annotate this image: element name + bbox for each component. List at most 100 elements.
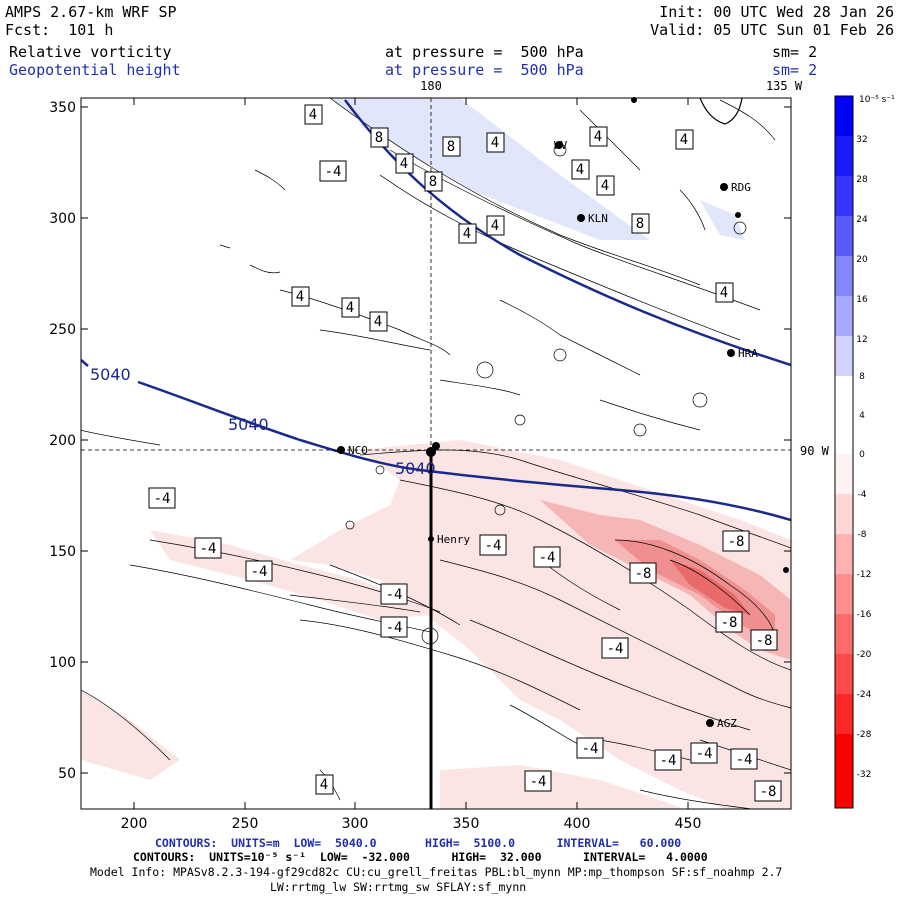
svg-text:-8: -8: [760, 784, 777, 800]
svg-text:8: 8: [375, 130, 383, 146]
vort-label-positive: 4: [715, 282, 734, 303]
svg-text:-8: -8: [721, 615, 738, 631]
station-marker: [783, 567, 789, 573]
y-axis-ticks: [81, 106, 791, 774]
vort-label-positive: 4: [369, 311, 388, 332]
station-agz: AGZ: [706, 717, 737, 730]
svg-text:8: 8: [447, 139, 455, 155]
height-contour-west-stub: [81, 359, 89, 367]
svg-text:4: 4: [576, 162, 584, 178]
svg-text:12: 12: [856, 335, 867, 345]
stations: RDG KLN HRA NCO Henry AGZ WV: [337, 97, 789, 730]
svg-text:-8: -8: [756, 633, 773, 649]
svg-text:-4: -4: [696, 746, 713, 762]
height-label-5040: 5040: [228, 415, 269, 434]
model-info: Model Info: MPASv8.2.3-194-gf29cd82c CU:…: [90, 865, 783, 879]
svg-text:-4: -4: [200, 541, 217, 557]
svg-text:AGZ: AGZ: [717, 717, 737, 730]
svg-text:4: 4: [491, 135, 499, 151]
svg-text:4: 4: [491, 218, 499, 234]
vort-label-negative: -4: [380, 583, 408, 605]
vort-label-negative: -4: [576, 737, 604, 759]
coastline: [699, 97, 743, 125]
vort-label-negative: -4: [524, 770, 552, 792]
x-tick-label: 200: [121, 816, 148, 832]
vort-label-negative: -4: [148, 487, 176, 509]
negative-vorticity-region: [81, 690, 180, 780]
vort-label-negative: -4: [533, 546, 561, 568]
svg-text:-20: -20: [857, 650, 872, 660]
vort-label-negative: -4: [245, 560, 273, 582]
field-vorticity-label: Relative vorticity: [9, 43, 172, 61]
station-rdg: RDG: [720, 181, 751, 194]
smoothing-vorticity: sm= 2: [772, 43, 818, 61]
ref-label-90w: 90 W: [800, 444, 830, 458]
vort-label-negative: -4: [690, 742, 718, 764]
svg-text:4: 4: [346, 300, 354, 316]
svg-text:KLN: KLN: [588, 212, 608, 225]
station-marker: [735, 212, 741, 218]
vort-label-positive: 8: [631, 213, 650, 234]
valid-time: Valid: 05 UTC Sun 01 Feb 26: [650, 21, 894, 39]
svg-text:-28: -28: [857, 730, 872, 740]
model-title: AMPS 2.67-km WRF SP: [5, 3, 177, 21]
vort-label-positive: 8: [370, 127, 389, 148]
x-tick-label: 350: [453, 816, 480, 832]
vort-label-negative: -8: [722, 530, 750, 552]
field-height-label: Geopotential height: [9, 61, 181, 79]
station-wv: WV: [554, 139, 568, 152]
svg-text:-4: -4: [251, 564, 268, 580]
vort-label-negative: -4: [380, 616, 408, 638]
negative-vorticity-region: [670, 560, 750, 615]
y-tick-label: 350: [49, 100, 76, 116]
station-nco: NCO: [337, 444, 368, 457]
svg-text:4: 4: [680, 132, 688, 148]
colorbar-ticks: 32 28 24 20 16 12 8 4 0 -4 -8 -12 -16 -2…: [856, 135, 871, 780]
svg-text:-4: -4: [485, 538, 502, 554]
vort-label-positive: 4: [486, 132, 505, 153]
positive-vorticity-region: [700, 200, 745, 240]
svg-text:4: 4: [601, 178, 609, 194]
svg-text:8: 8: [859, 372, 865, 382]
x-tick-label: 450: [675, 816, 702, 832]
y-tick-label: 50: [58, 766, 76, 782]
vort-label-positive: 4: [486, 215, 505, 236]
vort-label-positive: 4: [291, 286, 310, 307]
station-kln: KLN: [577, 212, 608, 225]
vorticity-contour-info: CONTOURS: UNITS=10⁻⁵ s⁻¹ LOW= -32.000 HI…: [133, 850, 708, 864]
svg-text:-4: -4: [660, 753, 677, 769]
svg-text:4: 4: [400, 156, 408, 172]
svg-text:4: 4: [720, 285, 728, 301]
y-tick-label: 150: [49, 544, 76, 560]
svg-text:WV: WV: [554, 139, 568, 152]
svg-text:8: 8: [636, 216, 644, 232]
vort-label-positive: 8: [424, 171, 443, 192]
shaded-vorticity: [81, 98, 791, 809]
vort-label-negative: -8: [750, 629, 778, 651]
negative-vorticity-region: [440, 765, 684, 809]
y-tick-label: 300: [49, 211, 76, 227]
vort-label-negative: -4: [601, 637, 629, 659]
svg-text:28: 28: [856, 175, 868, 185]
svg-text:20: 20: [856, 255, 868, 265]
plot-frame: [80, 97, 792, 810]
svg-text:4: 4: [309, 107, 317, 123]
svg-text:Henry: Henry: [437, 533, 470, 546]
colorbar-unit: 10⁻⁵ s⁻¹: [859, 95, 895, 105]
svg-text:NCO: NCO: [348, 444, 368, 457]
svg-text:24: 24: [856, 215, 868, 225]
svg-text:4: 4: [594, 129, 602, 145]
vort-label-negative: -8: [754, 780, 782, 802]
x-tick-label: 400: [564, 816, 591, 832]
vort-label-negative: -4: [319, 160, 347, 182]
height-label-5040: 5040: [90, 365, 131, 384]
vort-label-positive: 4: [341, 297, 360, 318]
vort-label-negative: -4: [730, 748, 758, 770]
station-marker: [631, 97, 637, 103]
svg-text:32: 32: [856, 135, 867, 145]
positive-vorticity-region: [330, 98, 650, 240]
svg-text:-4: -4: [386, 620, 403, 636]
svg-text:-4: -4: [607, 641, 624, 657]
svg-text:-4: -4: [530, 774, 547, 790]
height-contours: [81, 99, 791, 522]
